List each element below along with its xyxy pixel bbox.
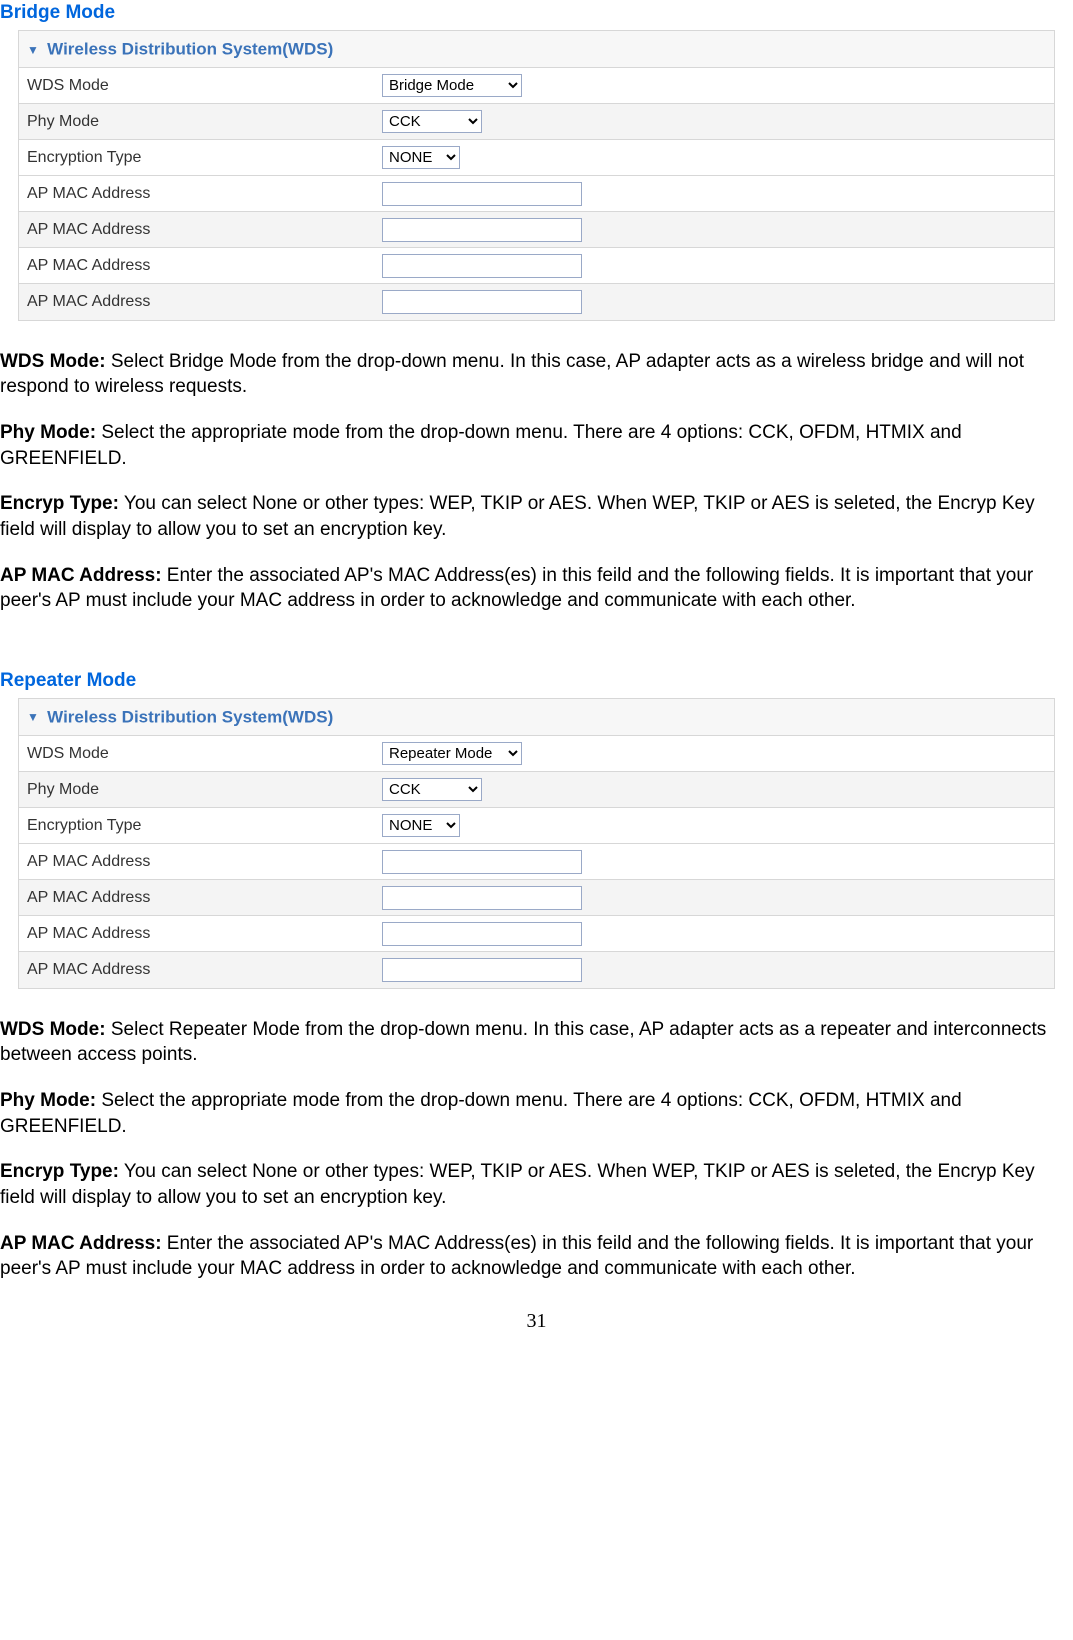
ap-mac-input[interactable] [382,958,582,982]
page-number: 31 [0,1308,1073,1335]
encryption-type-select[interactable]: NONE [382,146,460,169]
row-ap-mac: AP MAC Address [19,176,1054,212]
field-label: Phy Mode [19,772,374,808]
desc-encryp-type: Encryp Type: You can select None or othe… [0,491,1073,542]
row-encryption: Encryption Type NONE [19,140,1054,176]
config-table-repeater: WDS Mode Repeater Mode Phy Mode CCK Encr… [19,735,1054,988]
row-wds-mode: WDS Mode Repeater Mode [19,736,1054,772]
ap-mac-input[interactable] [382,290,582,314]
ap-mac-input[interactable] [382,922,582,946]
collapse-icon: ▼ [27,709,39,725]
description-block-repeater: WDS Mode: Select Repeater Mode from the … [0,1017,1073,1282]
description-block-bridge: WDS Mode: Select Bridge Mode from the dr… [0,349,1073,614]
encryption-type-select[interactable]: NONE [382,814,460,837]
collapse-icon: ▼ [27,42,39,58]
panel-title: Wireless Distribution System(WDS) [47,707,333,726]
section-heading-bridge: Bridge Mode [0,0,1073,26]
phy-mode-select[interactable]: CCK [382,110,482,133]
field-label: AP MAC Address [19,248,374,284]
field-label: AP MAC Address [19,844,374,880]
row-ap-mac: AP MAC Address [19,916,1054,952]
row-ap-mac: AP MAC Address [19,880,1054,916]
field-label: AP MAC Address [19,212,374,248]
ap-mac-input[interactable] [382,886,582,910]
ap-mac-input[interactable] [382,850,582,874]
desc-wds-mode: WDS Mode: Select Repeater Mode from the … [0,1017,1073,1068]
config-panel-bridge: ▼ Wireless Distribution System(WDS) WDS … [18,30,1055,321]
ap-mac-input[interactable] [382,182,582,206]
field-label: AP MAC Address [19,880,374,916]
section-heading-repeater: Repeater Mode [0,668,1073,694]
phy-mode-select[interactable]: CCK [382,778,482,801]
row-encryption: Encryption Type NONE [19,808,1054,844]
desc-ap-mac: AP MAC Address: Enter the associated AP'… [0,1231,1073,1282]
field-label: AP MAC Address [19,176,374,212]
row-ap-mac: AP MAC Address [19,284,1054,320]
field-label: WDS Mode [19,736,374,772]
config-table-bridge: WDS Mode Bridge Mode Phy Mode CCK Encryp… [19,67,1054,320]
desc-ap-mac: AP MAC Address: Enter the associated AP'… [0,563,1073,614]
panel-header[interactable]: ▼ Wireless Distribution System(WDS) [19,30,1054,68]
row-ap-mac: AP MAC Address [19,212,1054,248]
field-label: AP MAC Address [19,284,374,320]
row-ap-mac: AP MAC Address [19,952,1054,988]
field-label: WDS Mode [19,68,374,104]
page: Bridge Mode ▼ Wireless Distribution Syst… [0,0,1073,1365]
desc-phy-mode: Phy Mode: Select the appropriate mode fr… [0,1088,1073,1139]
row-phy-mode: Phy Mode CCK [19,772,1054,808]
row-ap-mac: AP MAC Address [19,844,1054,880]
desc-phy-mode: Phy Mode: Select the appropriate mode fr… [0,420,1073,471]
row-phy-mode: Phy Mode CCK [19,104,1054,140]
field-label: AP MAC Address [19,952,374,988]
field-label: Encryption Type [19,140,374,176]
field-label: AP MAC Address [19,916,374,952]
row-wds-mode: WDS Mode Bridge Mode [19,68,1054,104]
config-panel-repeater: ▼ Wireless Distribution System(WDS) WDS … [18,698,1055,989]
row-ap-mac: AP MAC Address [19,248,1054,284]
desc-wds-mode: WDS Mode: Select Bridge Mode from the dr… [0,349,1073,400]
wds-mode-select[interactable]: Repeater Mode [382,742,522,765]
ap-mac-input[interactable] [382,254,582,278]
panel-title: Wireless Distribution System(WDS) [47,39,333,58]
desc-encryp-type: Encryp Type: You can select None or othe… [0,1159,1073,1210]
panel-header[interactable]: ▼ Wireless Distribution System(WDS) [19,698,1054,736]
wds-mode-select[interactable]: Bridge Mode [382,74,522,97]
ap-mac-input[interactable] [382,218,582,242]
field-label: Phy Mode [19,104,374,140]
field-label: Encryption Type [19,808,374,844]
